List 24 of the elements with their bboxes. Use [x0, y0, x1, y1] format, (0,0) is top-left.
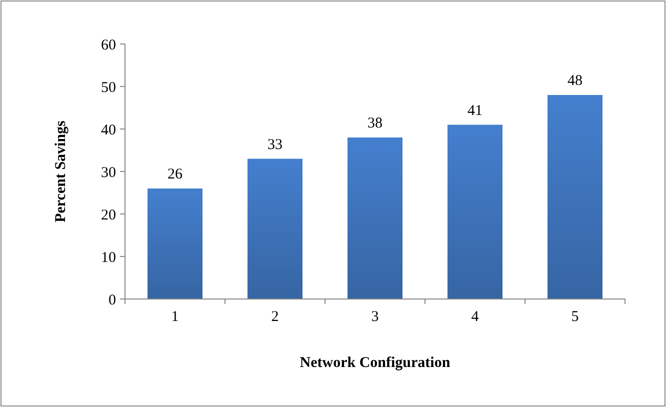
x-tick-label: 1	[171, 309, 179, 325]
y-tick-label: 60	[101, 37, 116, 54]
bar	[148, 188, 202, 299]
x-tick-label: 5	[571, 309, 579, 325]
y-tick-label: 40	[101, 122, 116, 138]
data-label: 26	[168, 166, 183, 182]
bar	[348, 138, 402, 299]
data-label: 41	[468, 102, 482, 119]
bar	[248, 158, 302, 299]
data-label: 38	[368, 116, 382, 132]
y-tick-label: 30	[101, 164, 116, 181]
data-label: 33	[268, 136, 282, 153]
data-label: 48	[568, 73, 582, 89]
bar	[548, 95, 602, 299]
y-tick-label: 50	[101, 80, 116, 96]
x-tick-label: 4	[471, 309, 480, 325]
y-axis-title: Percent Savings	[53, 120, 69, 222]
x-axis-title: Network Configuration	[300, 355, 451, 371]
y-tick-label: 10	[101, 250, 116, 266]
y-tick-label: 0	[108, 292, 116, 308]
bar	[448, 124, 502, 299]
y-tick-label: 20	[101, 207, 116, 224]
x-tick-label: 2	[271, 309, 279, 325]
x-tick-label: 3	[371, 309, 379, 325]
